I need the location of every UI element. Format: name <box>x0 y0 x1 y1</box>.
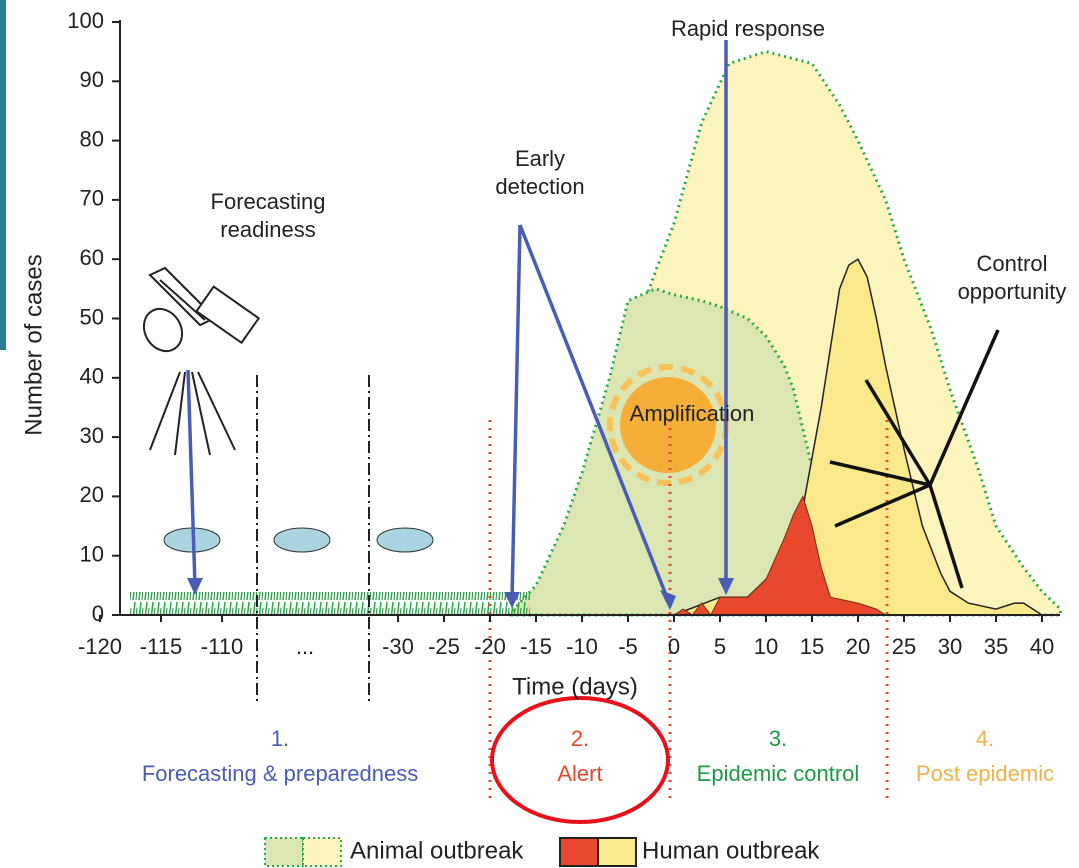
annotation: Forecasting <box>211 189 326 214</box>
x-tick-label: 25 <box>892 634 916 659</box>
legend: Animal outbreak Human outbreak <box>265 837 820 866</box>
x-tick-label: 20 <box>846 634 870 659</box>
x-tick-label: 40 <box>1030 634 1054 659</box>
y-tick-label: 30 <box>80 423 104 448</box>
edge-strip <box>0 0 6 350</box>
x-tick-label: -15 <box>520 634 552 659</box>
legend-label: Human outbreak <box>642 837 820 864</box>
areas <box>508 52 1060 615</box>
x-tick-label: -20 <box>474 634 506 659</box>
x-tick-label: 35 <box>984 634 1008 659</box>
annotation: Amplification <box>630 401 755 426</box>
phase-label: Forecasting & preparedness <box>142 761 418 786</box>
y-tick-label: 0 <box>92 601 104 626</box>
annotation: Early <box>515 146 565 171</box>
y-axis-label: Number of cases <box>20 254 47 435</box>
y-tick-label: 90 <box>80 67 104 92</box>
annotation: detection <box>495 174 584 199</box>
y-tick-label: 100 <box>67 8 104 33</box>
x-tick-label: -115 <box>140 634 182 659</box>
x-tick-label: -30 <box>382 634 414 659</box>
x-tick-label: -110 <box>201 634 243 659</box>
phase-number: 1. <box>271 726 289 751</box>
axis-break: ... <box>296 634 314 659</box>
phase-label: Alert <box>557 761 602 786</box>
x-tick-label: -5 <box>618 634 638 659</box>
annotation: Rapid response <box>671 16 825 41</box>
chart: Number of cases Time (days) ... Animal o… <box>0 0 1079 868</box>
legend-label: Animal outbreak <box>350 837 524 864</box>
phase-label: Epidemic control <box>697 761 860 786</box>
y-tick-label: 10 <box>80 542 104 567</box>
phase-number: 3. <box>769 726 787 751</box>
x-tick-label: 30 <box>938 634 962 659</box>
x-tick-label: -120 <box>78 634 122 659</box>
grass <box>130 592 530 614</box>
x-tick-label: 15 <box>800 634 824 659</box>
x-tick-label: 10 <box>754 634 778 659</box>
y-tick-label: 40 <box>80 364 104 389</box>
y-tick-label: 50 <box>80 304 104 329</box>
phase-label: Post epidemic <box>916 761 1054 786</box>
x-tick-label: -10 <box>566 634 598 659</box>
x-tick-label: 0 <box>668 634 680 659</box>
annotation: Control <box>977 251 1048 276</box>
y-tick-label: 60 <box>80 245 104 270</box>
phase-number: 4. <box>976 726 994 751</box>
clouds <box>164 528 433 552</box>
y-tick-label: 80 <box>80 126 104 151</box>
satellite <box>136 268 258 455</box>
x-tick-label: 5 <box>714 634 726 659</box>
phase-number: 2. <box>571 726 589 751</box>
y-tick-label: 70 <box>80 186 104 211</box>
x-tick-label: -25 <box>428 634 460 659</box>
x-axis-label: Time (days) <box>512 673 638 700</box>
y-tick-label: 20 <box>80 482 104 507</box>
annotation: opportunity <box>958 279 1067 304</box>
annotation: readiness <box>220 217 315 242</box>
